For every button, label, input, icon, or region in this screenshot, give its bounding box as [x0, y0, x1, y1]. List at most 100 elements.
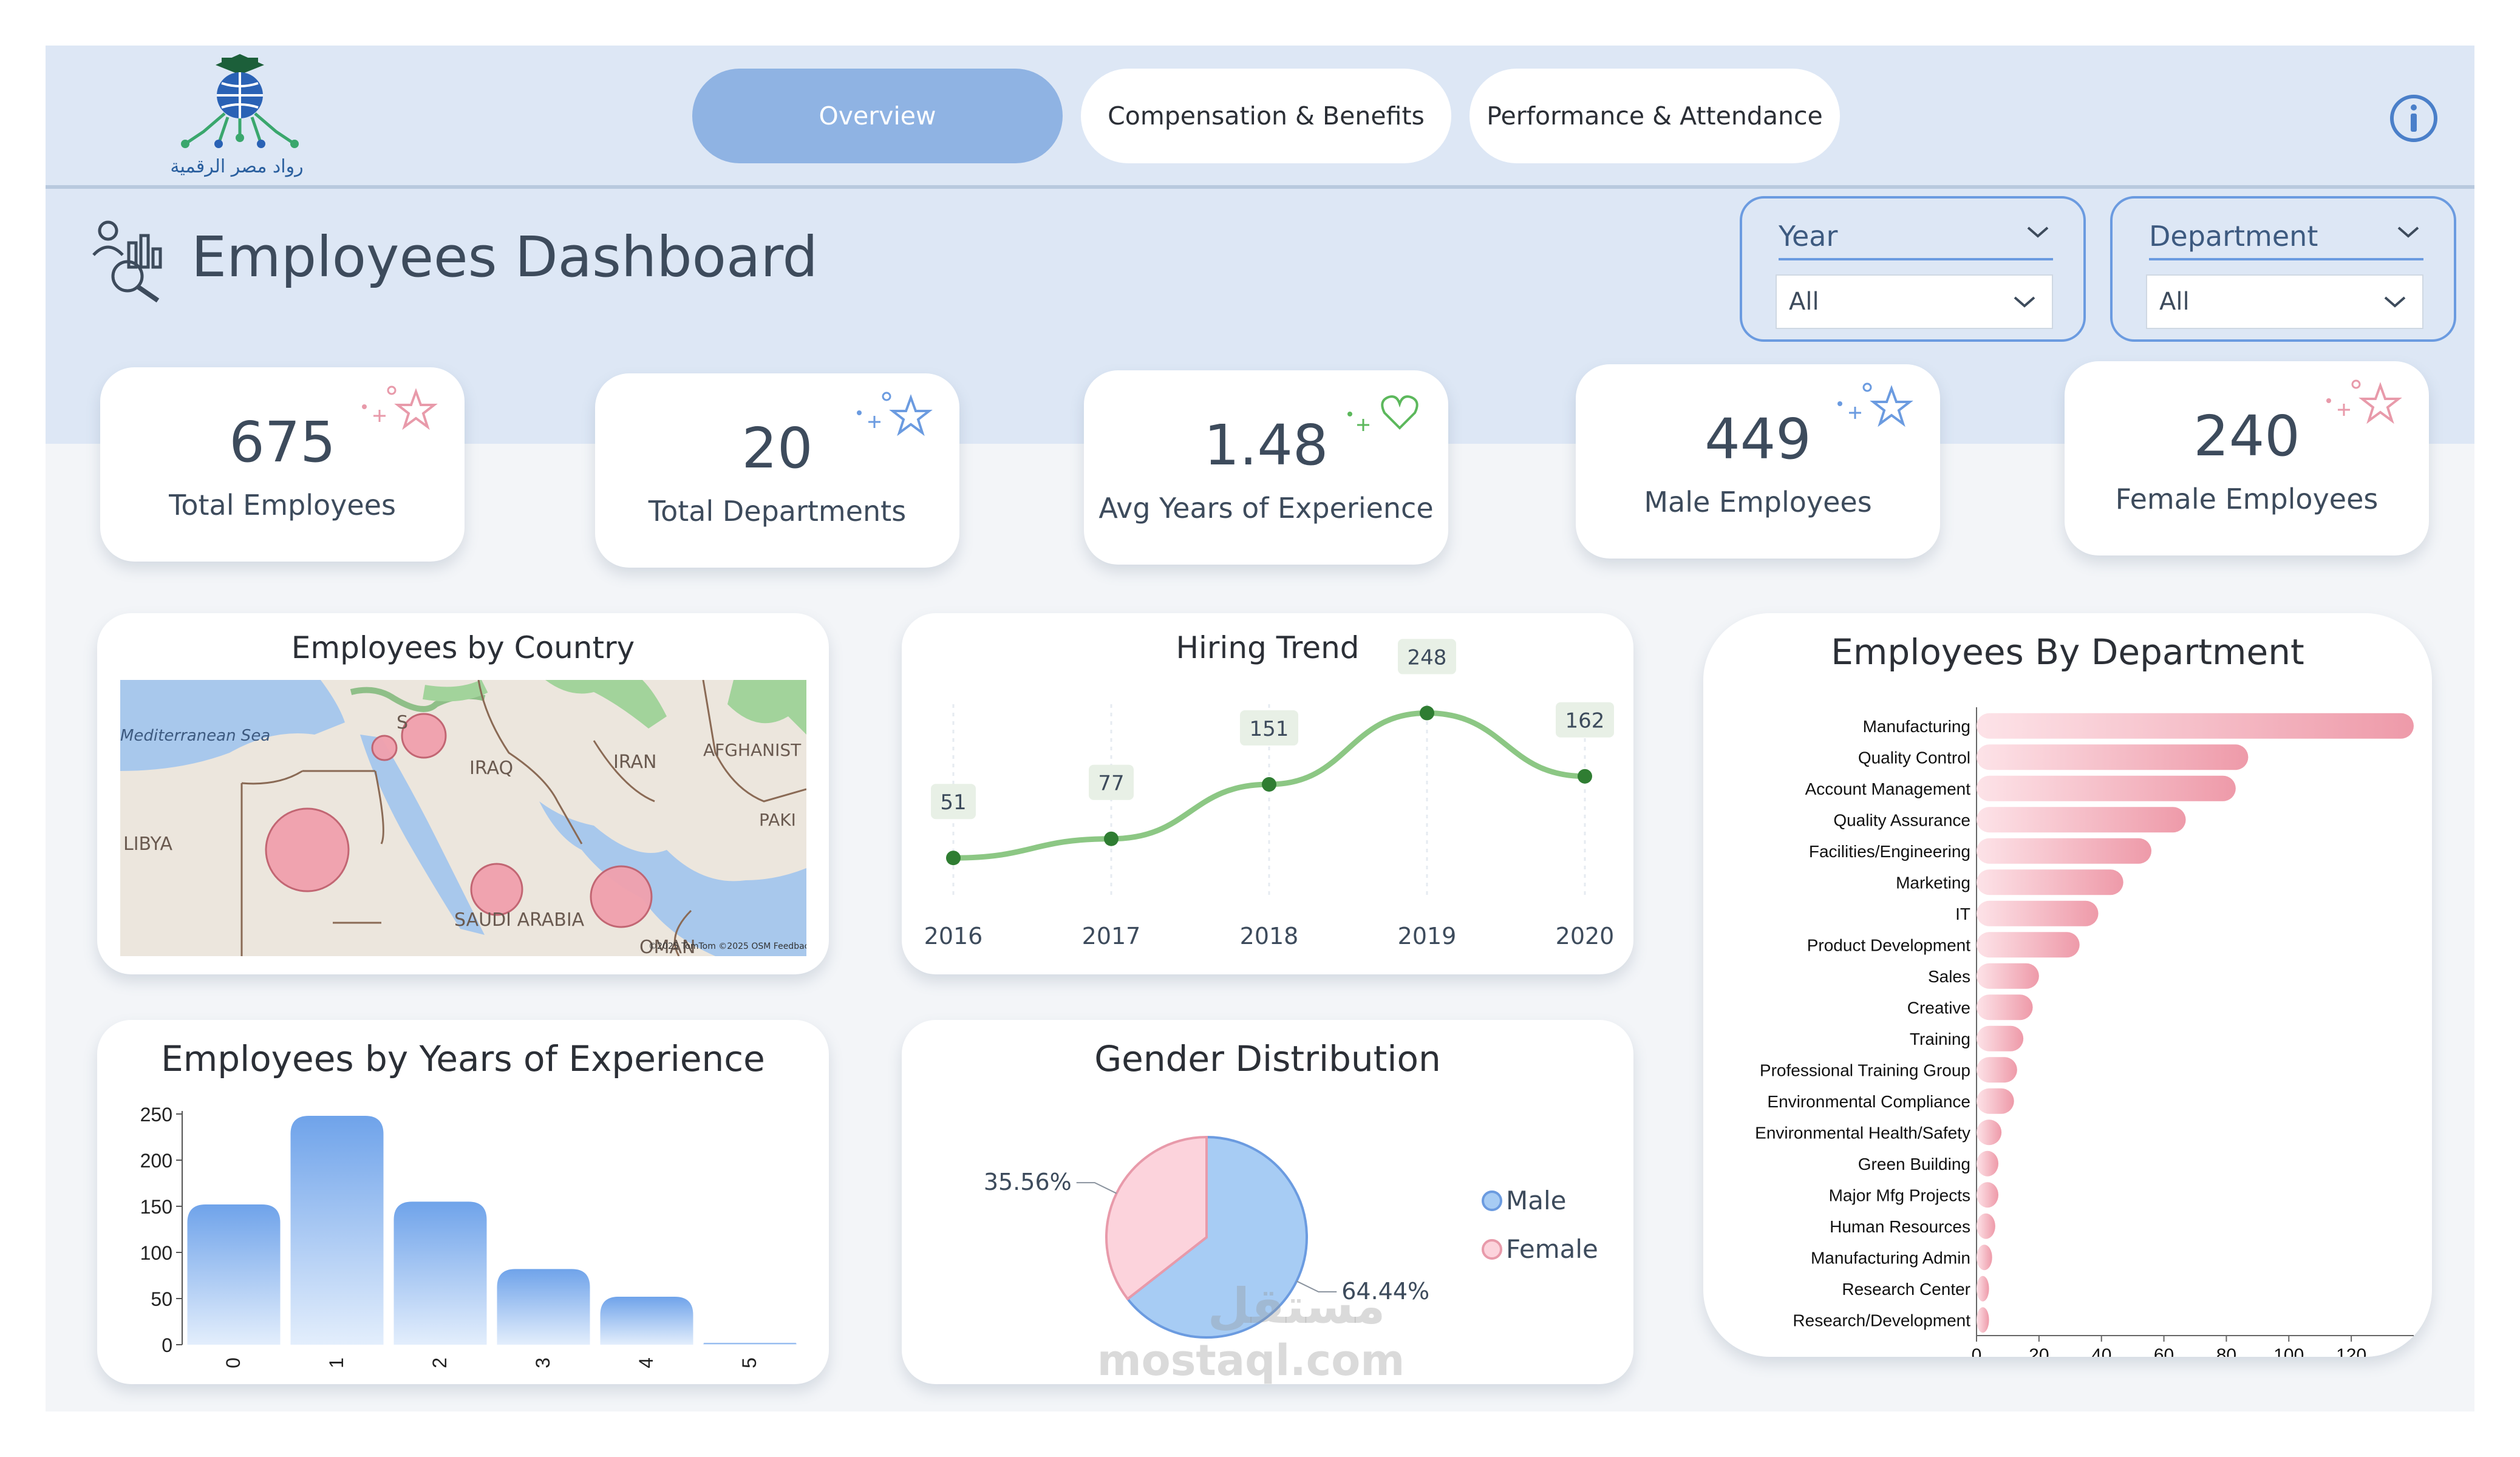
y-tick-label: 150: [140, 1196, 172, 1218]
chevron-down-icon[interactable]: [2012, 293, 2037, 311]
x-tick-label: 4: [635, 1357, 657, 1368]
data-label: 64.44%: [1341, 1278, 1429, 1305]
y-tick-label: Marketing: [1896, 873, 1970, 892]
divider: [1779, 258, 2053, 260]
x-tick-label: 140: [2399, 1345, 2429, 1357]
x-tick-label: 0: [1972, 1345, 1982, 1357]
data-point: [1578, 769, 1592, 784]
dashboard-frame: رواد مصر الرقمية Overview Compensation &…: [46, 46, 2474, 1411]
bar: [1977, 807, 2186, 833]
x-tick-label: 1: [325, 1357, 347, 1368]
y-tick-label: 200: [140, 1150, 172, 1172]
hiring-trend-card: Hiring Trend 2016 2017 2018 2019 2020 51 77 151…: [902, 613, 1633, 974]
legend-marker: [1482, 1239, 1502, 1260]
x-tick-label: 120: [2336, 1345, 2366, 1357]
y-tick-label: Creative: [1907, 998, 1970, 1017]
hiring-line-chart[interactable]: 2016 2017 2018 2019 2020 51 77 151 248 162: [902, 613, 1633, 974]
x-tick-label: 2016: [924, 923, 983, 949]
department-filter[interactable]: Department All: [2110, 196, 2456, 342]
year-select-value: All: [1789, 288, 1819, 316]
data-point: [1262, 777, 1276, 792]
year-filter[interactable]: Year All: [1740, 196, 2086, 342]
country-map[interactable]: Mediterranean Sea LIBYA IRAQ IRAN AFGHAN…: [120, 680, 806, 956]
year-select[interactable]: All: [1776, 274, 2053, 329]
map-card: Employees by Country Mediterranean Sea L…: [97, 613, 829, 974]
data-label: 51: [940, 790, 966, 815]
kpi-value: 20: [741, 416, 813, 481]
map-label: S: [397, 712, 408, 733]
chevron-down-icon[interactable]: [2396, 223, 2420, 241]
x-tick-label: 20: [2029, 1345, 2049, 1357]
gender-pie-chart[interactable]: 64.44% 35.56% Male Female: [902, 1020, 1633, 1384]
department-select[interactable]: All: [2146, 274, 2423, 329]
y-tick-label: Manufacturing Admin: [1811, 1248, 1970, 1267]
kpi-value: 675: [229, 410, 336, 475]
bar: [1977, 1119, 2002, 1146]
kpi-total-departments: 20 Total Departments: [595, 373, 959, 568]
tab-performance-attendance[interactable]: Performance & Attendance: [1469, 69, 1840, 163]
x-tick-label: 40: [2091, 1345, 2111, 1357]
bar: [1977, 1025, 2024, 1051]
leader-line: [1076, 1182, 1117, 1194]
watermark: مستقل: [1207, 1278, 1386, 1334]
gender-card: Gender Distribution 64.44% 35.56% Male Fema…: [902, 1020, 1633, 1384]
department-select-value: All: [2159, 288, 2190, 316]
x-tick-label: 2: [429, 1357, 451, 1368]
x-tick-label: 5: [738, 1357, 760, 1368]
tab-compensation-benefits[interactable]: Compensation & Benefits: [1081, 69, 1451, 163]
y-tick-label: Environmental Health/Safety: [1755, 1123, 1970, 1142]
data-label: 35.56%: [984, 1169, 1072, 1195]
heart-icon: [1347, 395, 1418, 431]
x-tick-label: 3: [532, 1357, 554, 1368]
chevron-down-icon[interactable]: [2026, 223, 2050, 241]
y-tick-label: 100: [140, 1242, 172, 1264]
analytics-person-icon: [92, 220, 162, 303]
bar: [1977, 775, 2236, 801]
bar: [393, 1201, 487, 1345]
year-filter-label: Year: [1779, 220, 1838, 253]
kpi-label: Male Employees: [1644, 486, 1872, 518]
y-tick-label: 0: [162, 1334, 172, 1356]
card-title: Employees by Years of Experience: [161, 1038, 765, 1079]
bar: [600, 1296, 693, 1345]
watermark: mostaql.com: [1097, 1336, 1405, 1385]
y-tick-label: Quality Control: [1858, 748, 1970, 767]
logo-icon: [181, 54, 299, 148]
data-label-box: [1089, 764, 1134, 800]
y-tick-label: Product Development: [1807, 936, 1970, 954]
bar: [1977, 869, 2123, 895]
experience-bar-chart[interactable]: 0 50 100 150 200 250 0 1 2 3 4 5: [97, 1020, 829, 1384]
bar: [1977, 713, 2414, 739]
y-tick-label: IT: [1955, 905, 1970, 923]
chevron-down-icon[interactable]: [2383, 293, 2407, 311]
bar: [1977, 838, 2151, 864]
stars-icon: [857, 392, 933, 436]
top-header: رواد مصر الرقمية Overview Compensation &…: [46, 46, 2474, 189]
map-label: AFGHANIST: [703, 740, 802, 760]
y-tick-label: Facilities/Engineering: [1809, 842, 1970, 861]
tab-overview[interactable]: Overview: [692, 69, 1063, 163]
kpi-avg-years-experience: 1.48 Avg Years of Experience: [1084, 370, 1448, 565]
y-tick-label: Human Resources: [1830, 1217, 1970, 1236]
x-tick-label: 80: [2216, 1345, 2236, 1357]
data-point: [946, 851, 961, 866]
department-card: Employees By Department Manufacturing Qua…: [1703, 613, 2432, 1357]
department-filter-label: Department: [2149, 220, 2318, 253]
map-label: IRAN: [613, 752, 656, 773]
map-label: OMAN: [639, 937, 695, 956]
data-label: 77: [1098, 772, 1124, 796]
y-tick-label: Training: [1910, 1030, 1970, 1048]
y-tick-label: 50: [151, 1288, 172, 1310]
stars-icon: [362, 385, 438, 430]
y-tick-label: Major Mfg Projects: [1829, 1186, 1970, 1204]
bar: [1977, 932, 2080, 958]
department-bar-chart[interactable]: Manufacturing Quality Control Account Mana…: [1703, 613, 2432, 1357]
x-tick-label: 100: [2273, 1345, 2304, 1357]
kpi-label: Female Employees: [2115, 483, 2379, 515]
x-tick-label: 2019: [1398, 923, 1457, 949]
bar: [1977, 963, 2039, 989]
info-icon[interactable]: [2389, 94, 2438, 143]
stars-icon: [2326, 379, 2402, 424]
card-title: Employees by Country: [291, 630, 635, 665]
map-label: PAKI: [759, 810, 796, 830]
